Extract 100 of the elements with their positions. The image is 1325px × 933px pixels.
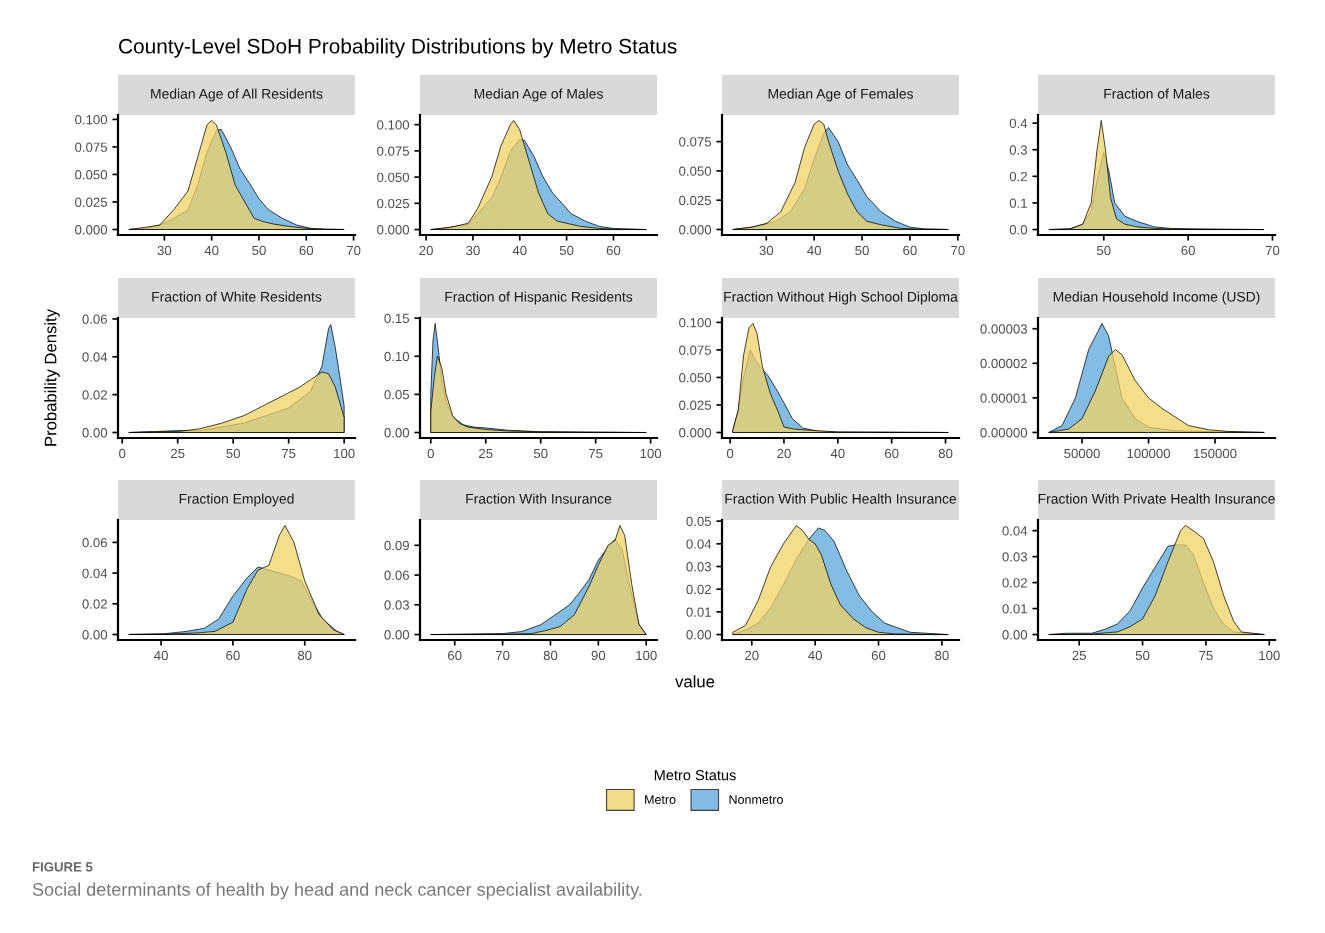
y-tick-label: 0.100 bbox=[377, 120, 410, 130]
x-tick-label: 20 bbox=[745, 650, 759, 661]
text: Social determinants of health by head and neck cancer specialist availability. bbox=[32, 882, 642, 900]
x-tick-label: 60 bbox=[903, 245, 917, 256]
y-tick-label: 0.100 bbox=[679, 317, 712, 328]
y-tick-label: 0.06 bbox=[82, 314, 108, 324]
chart-title: Fraction Without High School Diploma bbox=[724, 291, 958, 305]
x-tick-label: 80 bbox=[935, 650, 949, 661]
y-tick-label: 0.025 bbox=[377, 198, 410, 209]
y-tick-label: 0.075 bbox=[75, 142, 108, 152]
legend-label: Metro bbox=[645, 795, 676, 804]
x-tick-label: 80 bbox=[543, 650, 558, 661]
x-tick-label: 30 bbox=[759, 245, 774, 256]
y-tick-label: 0.03 bbox=[1002, 552, 1028, 562]
x-tick-label: 50 bbox=[855, 245, 869, 256]
y-tick-label: 0.10 bbox=[384, 351, 410, 362]
x-tick-label: 50 bbox=[1096, 245, 1111, 256]
y-tick-label: 0.02 bbox=[82, 390, 107, 400]
y-tick-label: 0.04 bbox=[82, 352, 108, 362]
x-tick-label: 70 bbox=[951, 245, 965, 256]
y-tick-label: 0.0 bbox=[1009, 225, 1028, 235]
y-tick-label: 0.02 bbox=[686, 584, 711, 595]
x-tick-label: 0 bbox=[726, 448, 734, 459]
x-tick-label: 60 bbox=[871, 650, 886, 661]
x-tick-label: 20 bbox=[777, 448, 791, 459]
y-tick-label: 0.000 bbox=[679, 428, 712, 438]
y-tick-label: 0.3 bbox=[1009, 145, 1028, 155]
x-tick-label: 90 bbox=[591, 650, 606, 661]
x-tick-label: 25 bbox=[479, 448, 493, 459]
text: County-Level SDoH Probability Distributions by Metro Status bbox=[119, 38, 677, 58]
y-tick-label: 0.01 bbox=[1002, 604, 1027, 614]
y-tick-label: 0.05 bbox=[686, 516, 712, 527]
chart-title: Fraction With Private Health Insurance bbox=[1038, 493, 1275, 504]
x-tick-label: 60 bbox=[1181, 245, 1195, 256]
chart-title: Fraction of Hispanic Residents bbox=[445, 291, 633, 305]
y-tick-label: 0.000 bbox=[679, 225, 712, 235]
x-tick-label: 80 bbox=[297, 650, 312, 661]
chart-title: Median Household Income (USD) bbox=[1053, 291, 1260, 305]
y-tick-label: 0.025 bbox=[75, 197, 108, 207]
y-tick-label: 0.00 bbox=[686, 630, 712, 640]
y-tick-label: 0.04 bbox=[1002, 526, 1028, 536]
y-tick-label: 0.00002 bbox=[980, 358, 1027, 369]
x-tick-label: 100000 bbox=[1127, 448, 1171, 459]
x-tick-label: 60 bbox=[299, 245, 314, 256]
y-tick-label: 0.00000 bbox=[980, 428, 1028, 438]
y-tick-label: 0.050 bbox=[679, 373, 712, 383]
x-tick-label: 50000 bbox=[1064, 448, 1100, 459]
y-tick-label: 0.00 bbox=[384, 630, 410, 640]
y-tick-label: 0.09 bbox=[384, 540, 409, 551]
y-tick-label: 0.00 bbox=[82, 630, 108, 640]
y-tick-label: 0.025 bbox=[679, 195, 712, 206]
chart-title: Median Age of Females bbox=[768, 88, 913, 102]
chart-title: Fraction With Public Health Insurance bbox=[725, 493, 957, 504]
x-tick-label: 25 bbox=[1072, 650, 1086, 661]
y-tick-label: 0.025 bbox=[679, 400, 712, 410]
x-tick-label: 40 bbox=[512, 245, 527, 256]
y-tick-label: 0.04 bbox=[686, 539, 712, 549]
y-tick-label: 0.03 bbox=[686, 562, 712, 572]
x-tick-label: 20 bbox=[419, 245, 433, 256]
x-tick-label: 60 bbox=[885, 448, 899, 459]
y-tick-label: 0.050 bbox=[377, 172, 410, 183]
x-tick-label: 150000 bbox=[1194, 448, 1237, 459]
legend-label: Nonmetro bbox=[729, 795, 783, 804]
y-tick-label: 0.00 bbox=[1002, 630, 1028, 640]
x-tick-label: 40 bbox=[807, 245, 821, 256]
y-tick-label: 0.100 bbox=[75, 114, 108, 125]
x-tick-label: 100 bbox=[1259, 650, 1280, 661]
x-tick-label: 100 bbox=[640, 448, 662, 459]
x-tick-label: 25 bbox=[171, 448, 185, 459]
y-tick-label: 0.075 bbox=[679, 137, 712, 147]
y-tick-label: 0.075 bbox=[679, 345, 712, 355]
x-tick-label: 30 bbox=[157, 245, 172, 256]
x-tick-label: 40 bbox=[204, 245, 219, 256]
y-tick-label: 0.00 bbox=[82, 428, 108, 438]
y-tick-label: 0.05 bbox=[384, 389, 410, 400]
y-tick-label: 0.00001 bbox=[980, 393, 1027, 403]
x-tick-label: 70 bbox=[495, 650, 510, 661]
x-tick-label: 50 bbox=[252, 245, 266, 256]
x-tick-label: 40 bbox=[830, 448, 845, 459]
chart-title: Fraction Employed bbox=[179, 493, 294, 507]
x-tick-label: 70 bbox=[1265, 245, 1280, 256]
y-tick-label: 0.075 bbox=[377, 146, 410, 156]
legend-title: Metro Status bbox=[654, 769, 736, 781]
x-tick-label: 100 bbox=[636, 650, 657, 661]
caption: FIGURE 5 bbox=[32, 862, 93, 872]
y-tick-label: 0.06 bbox=[82, 537, 108, 548]
x-tick-label: 80 bbox=[938, 448, 953, 459]
x-tick-label: 30 bbox=[466, 245, 480, 256]
chart-title: Median Age of All Residents bbox=[151, 88, 323, 102]
y-tick-label: 0.06 bbox=[384, 570, 410, 580]
y-tick-label: 0.00003 bbox=[980, 324, 1028, 334]
y-tick-label: 0.04 bbox=[82, 568, 108, 579]
x-tick-label: 50 bbox=[226, 448, 240, 459]
y-tick-label: 0.02 bbox=[1002, 578, 1027, 588]
x-tick-label: 60 bbox=[448, 650, 462, 661]
y-tick-label: 0.050 bbox=[679, 166, 712, 176]
x-tick-label: 0 bbox=[427, 448, 434, 459]
x-tick-label: 100 bbox=[334, 448, 355, 459]
x-tick-label: 75 bbox=[1199, 650, 1213, 661]
y-tick-label: 0.050 bbox=[75, 170, 108, 180]
